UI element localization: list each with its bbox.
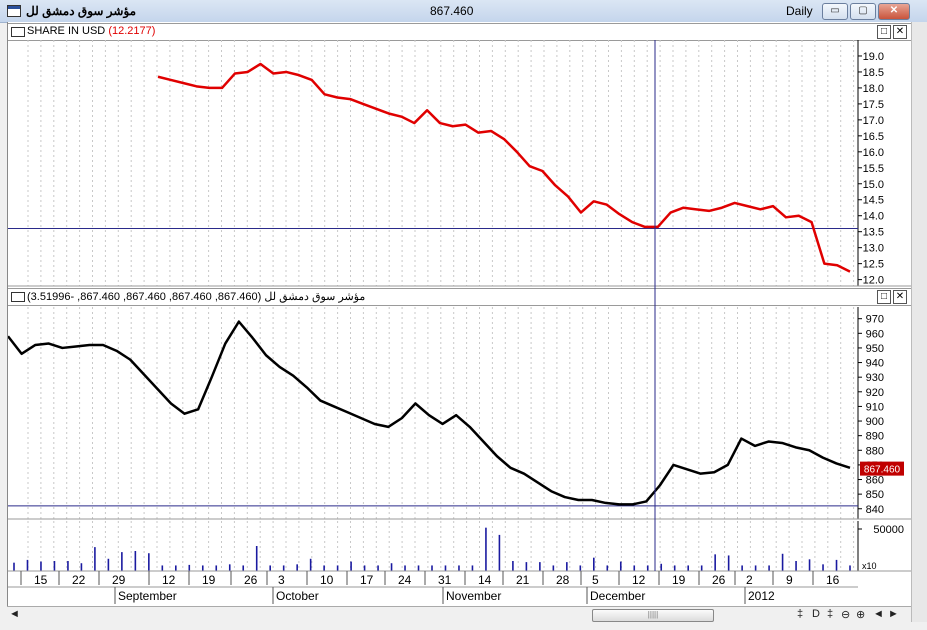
y-tick-label: 910 bbox=[866, 401, 884, 413]
volume-multiplier: x10 bbox=[862, 561, 877, 571]
last-value-label: 867.460 bbox=[864, 465, 901, 476]
x-day-label: 12 bbox=[632, 573, 646, 587]
nav-left-icon[interactable]: ◄ bbox=[873, 608, 884, 620]
nav-button[interactable]: ‡ bbox=[827, 608, 834, 620]
x-day-label: 9 bbox=[786, 573, 793, 587]
y-tick-label: 930 bbox=[866, 372, 884, 384]
y-tick-label: 12.0 bbox=[863, 275, 884, 287]
y-tick-label: 900 bbox=[866, 416, 884, 428]
y-tick-label: 860 bbox=[866, 475, 884, 487]
y-tick-label: 16.0 bbox=[863, 147, 884, 159]
x-day-label: 15 bbox=[34, 573, 48, 587]
y-tick-label: 13.5 bbox=[863, 227, 884, 239]
window-icon bbox=[7, 5, 21, 17]
y-tick-label: 840 bbox=[866, 504, 884, 516]
x-day-label: 5 bbox=[592, 573, 599, 587]
index-pane-label: مؤشر سوق دمشق لل (867.460, 867.460, 867.… bbox=[27, 291, 366, 303]
x-day-label: 24 bbox=[398, 573, 412, 587]
share-price-line bbox=[157, 62, 851, 273]
y-tick-label: 17.5 bbox=[863, 99, 884, 111]
y-tick-label: 16.5 bbox=[863, 131, 884, 143]
chart-area[interactable]: SHARE IN USD (12.2177) □ ✕ مؤشر سوق دمشق… bbox=[7, 22, 913, 606]
scroll-left-arrow[interactable]: ◄ bbox=[9, 608, 20, 620]
x-day-label: 19 bbox=[202, 573, 216, 587]
share-pane-value: (12.2177) bbox=[108, 25, 156, 37]
x-day-label: 22 bbox=[72, 573, 86, 587]
scroll-thumb[interactable]: ||||| bbox=[592, 609, 714, 622]
y-tick-label: 12.5 bbox=[863, 259, 884, 271]
y-tick-label: 13.0 bbox=[863, 243, 884, 255]
vertical-scrollbar[interactable] bbox=[911, 22, 927, 622]
pane-close-button[interactable]: ✕ bbox=[893, 290, 907, 304]
pane-icon bbox=[11, 27, 25, 37]
x-month-label: December bbox=[590, 589, 645, 603]
x-month-label: October bbox=[276, 589, 319, 603]
index-line bbox=[8, 320, 851, 506]
y-tick-label: 18.5 bbox=[863, 67, 884, 79]
nav-right-icon[interactable]: ► bbox=[888, 608, 899, 620]
y-tick-label: 19.0 bbox=[863, 51, 884, 63]
y-tick-label: 15.0 bbox=[863, 179, 884, 191]
pane-icon bbox=[11, 292, 25, 302]
share-pane-label: SHARE IN USD bbox=[27, 25, 106, 37]
y-tick-label: 950 bbox=[866, 343, 884, 355]
volume-tick-label: 50000 bbox=[873, 524, 904, 536]
y-tick-label: 970 bbox=[866, 314, 884, 326]
x-day-label: 19 bbox=[672, 573, 686, 587]
x-day-label: 28 bbox=[556, 573, 570, 587]
y-tick-label: 850 bbox=[866, 489, 884, 501]
y-tick-label: 14.5 bbox=[863, 195, 884, 207]
chart-canvas[interactable]: 12.0 12.5 13.0 13.5 14.0 14.5 15.0 15.5 16.0 16.5… bbox=[8, 22, 912, 606]
horizontal-scrollbar[interactable]: ◄ ||||| ‡ D ‡ ⊖ ⊕ ◄ ► bbox=[7, 606, 911, 623]
x-day-label: 10 bbox=[320, 573, 334, 587]
y-tick-label: 17.0 bbox=[863, 115, 884, 127]
x-day-label: 26 bbox=[244, 573, 258, 587]
y-tick-label: 890 bbox=[866, 431, 884, 443]
x-day-label: 26 bbox=[712, 573, 726, 587]
x-month-label: November bbox=[446, 589, 501, 603]
y-tick-label: 880 bbox=[866, 445, 884, 457]
nav-button[interactable]: D bbox=[812, 608, 820, 620]
window-title-bar: مؤشر سوق دمشق لل 867.460 Daily ▭ ▢ ✕ bbox=[0, 0, 927, 23]
share-pane-header: SHARE IN USD (12.2177) □ ✕ bbox=[8, 23, 912, 41]
x-day-label: 12 bbox=[162, 573, 176, 587]
minimize-button[interactable]: ▭ bbox=[822, 3, 848, 20]
x-day-label: 2 bbox=[746, 573, 753, 587]
zoom-out-icon[interactable]: ⊖ bbox=[841, 609, 851, 621]
period-label[interactable]: Daily bbox=[786, 4, 813, 18]
window-title: مؤشر سوق دمشق لل bbox=[26, 4, 137, 18]
zoom-in-icon[interactable]: ⊕ bbox=[856, 609, 866, 621]
x-day-label: 21 bbox=[516, 573, 530, 587]
x-day-label: 29 bbox=[112, 573, 126, 587]
x-day-label: 16 bbox=[826, 573, 840, 587]
current-value: 867.460 bbox=[430, 4, 474, 18]
maximize-button[interactable]: ▢ bbox=[850, 3, 876, 20]
y-tick-label: 14.0 bbox=[863, 211, 884, 223]
pane-close-button[interactable]: ✕ bbox=[893, 25, 907, 39]
x-month-label: 2012 bbox=[748, 589, 775, 603]
y-tick-label: 960 bbox=[866, 328, 884, 340]
x-day-label: 31 bbox=[438, 573, 452, 587]
last-value-marker bbox=[860, 461, 904, 476]
x-month-label: September bbox=[118, 589, 177, 603]
y-tick-label: 940 bbox=[866, 358, 884, 370]
index-pane-header: مؤشر سوق دمشق لل (867.460, 867.460, 867.… bbox=[8, 288, 912, 306]
x-day-label: 3 bbox=[278, 573, 285, 587]
x-day-label: 14 bbox=[478, 573, 492, 587]
close-button[interactable]: ✕ bbox=[878, 3, 910, 20]
nav-button[interactable]: ‡ bbox=[797, 608, 804, 620]
x-day-label: 17 bbox=[360, 573, 374, 587]
pane-restore-button[interactable]: □ bbox=[877, 290, 891, 304]
y-tick-label: 15.5 bbox=[863, 163, 884, 175]
pane-restore-button[interactable]: □ bbox=[877, 25, 891, 39]
y-tick-label: 920 bbox=[866, 387, 884, 399]
y-tick-label: 18.0 bbox=[863, 83, 884, 95]
